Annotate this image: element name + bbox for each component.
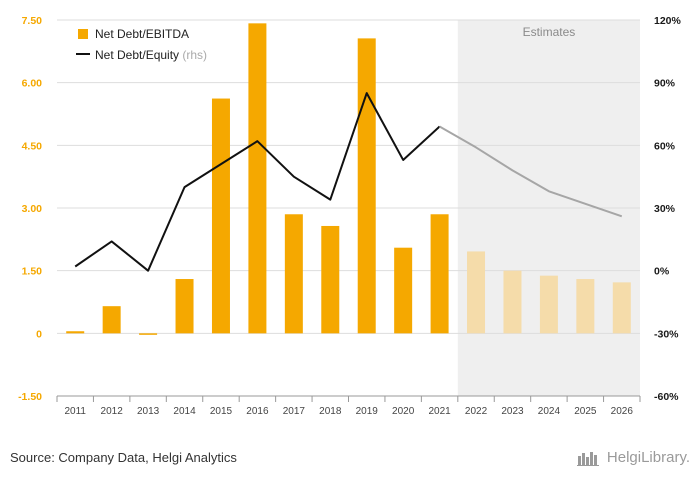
x-tick-label: 2025 bbox=[574, 406, 597, 417]
bar-net-debt-ebitda bbox=[612, 282, 631, 334]
x-tick-label: 2023 bbox=[501, 406, 524, 417]
chart: Estimates 7.50 6.00 4.50 3.00 1.50 0 -1.50 120… bbox=[18, 15, 682, 417]
right-tick-label: -60% bbox=[654, 391, 679, 403]
bar-net-debt-ebitda bbox=[503, 270, 522, 334]
left-tick-label: 4.50 bbox=[22, 140, 43, 152]
right-tick-label: 30% bbox=[654, 203, 676, 215]
legend: Net Debt/EBITDA Net Debt/Equity (rhs) bbox=[76, 27, 207, 62]
brand-logo: HelgiLibrary. bbox=[576, 449, 690, 466]
x-tick-label: 2024 bbox=[538, 406, 561, 417]
x-axis: 2011 2012 2013 2014 2015 2016 2017 2018 2019 2020… bbox=[56, 395, 641, 417]
right-tick-label: 0% bbox=[654, 266, 670, 278]
library-icon bbox=[576, 451, 599, 466]
x-tick-label: 2021 bbox=[428, 406, 451, 417]
x-tick-label: 2015 bbox=[210, 406, 233, 417]
x-tick-label: 2014 bbox=[173, 406, 196, 417]
right-axis-ticks: 120% 90% 60% 30% 0% -30% -60% bbox=[654, 15, 682, 403]
left-tick-label: 7.50 bbox=[22, 15, 43, 27]
bar-net-debt-ebitda bbox=[66, 331, 85, 334]
bar-net-debt-ebitda bbox=[394, 247, 413, 334]
x-tick-label: 2019 bbox=[356, 406, 379, 417]
x-tick-label: 2013 bbox=[137, 406, 160, 417]
brand-name: HelgiLibrary. bbox=[606, 449, 690, 466]
x-tick-label: 2018 bbox=[319, 406, 342, 417]
estimates-label: Estimates bbox=[523, 25, 576, 39]
bar-net-debt-ebitda bbox=[211, 98, 230, 334]
legend-bar-label: Net Debt/EBITDA bbox=[95, 27, 189, 41]
bar-net-debt-ebitda bbox=[357, 38, 376, 334]
line-net-debt-equity-estimate bbox=[439, 125, 623, 218]
legend-bar-swatch bbox=[78, 29, 88, 39]
right-tick-label: 60% bbox=[654, 140, 676, 152]
x-tick-label: 2020 bbox=[392, 406, 415, 417]
bar-net-debt-ebitda bbox=[248, 23, 267, 334]
legend-line-label: Net Debt/Equity (rhs) bbox=[95, 48, 207, 62]
x-tick-label: 2012 bbox=[101, 406, 124, 417]
bar-net-debt-ebitda bbox=[139, 333, 158, 335]
left-tick-label: 0 bbox=[36, 328, 42, 340]
bar-net-debt-ebitda bbox=[284, 214, 303, 334]
legend-rhs-note: (rhs) bbox=[182, 48, 207, 62]
bar-net-debt-ebitda bbox=[430, 214, 449, 334]
bar-net-debt-ebitda bbox=[576, 279, 595, 334]
source-note: Source: Company Data, Helgi Analytics bbox=[10, 450, 237, 465]
line-net-debt-equity-actual bbox=[74, 92, 441, 272]
left-tick-label: 6.00 bbox=[22, 78, 43, 90]
x-tick-label: 2016 bbox=[246, 406, 269, 417]
bar-series bbox=[66, 23, 631, 335]
bar-net-debt-ebitda bbox=[539, 275, 558, 334]
bar-net-debt-ebitda bbox=[467, 251, 486, 334]
left-tick-label: -1.50 bbox=[18, 391, 42, 403]
left-axis-ticks: 7.50 6.00 4.50 3.00 1.50 0 -1.50 bbox=[18, 15, 42, 403]
left-tick-label: 1.50 bbox=[22, 266, 43, 278]
x-tick-label: 2017 bbox=[283, 406, 306, 417]
legend-line-name: Net Debt/Equity bbox=[95, 48, 179, 62]
right-tick-label: 90% bbox=[654, 78, 676, 90]
line-series bbox=[74, 92, 623, 272]
x-tick-label: 2026 bbox=[611, 406, 634, 417]
right-tick-label: -30% bbox=[654, 328, 679, 340]
x-tick-label: 2011 bbox=[64, 406, 86, 417]
bar-net-debt-ebitda bbox=[321, 225, 340, 334]
bar-net-debt-ebitda bbox=[175, 279, 194, 334]
bar-net-debt-ebitda bbox=[102, 306, 121, 334]
x-tick-label: 2022 bbox=[465, 406, 488, 417]
right-tick-label: 120% bbox=[654, 15, 682, 27]
left-tick-label: 3.00 bbox=[22, 203, 43, 215]
